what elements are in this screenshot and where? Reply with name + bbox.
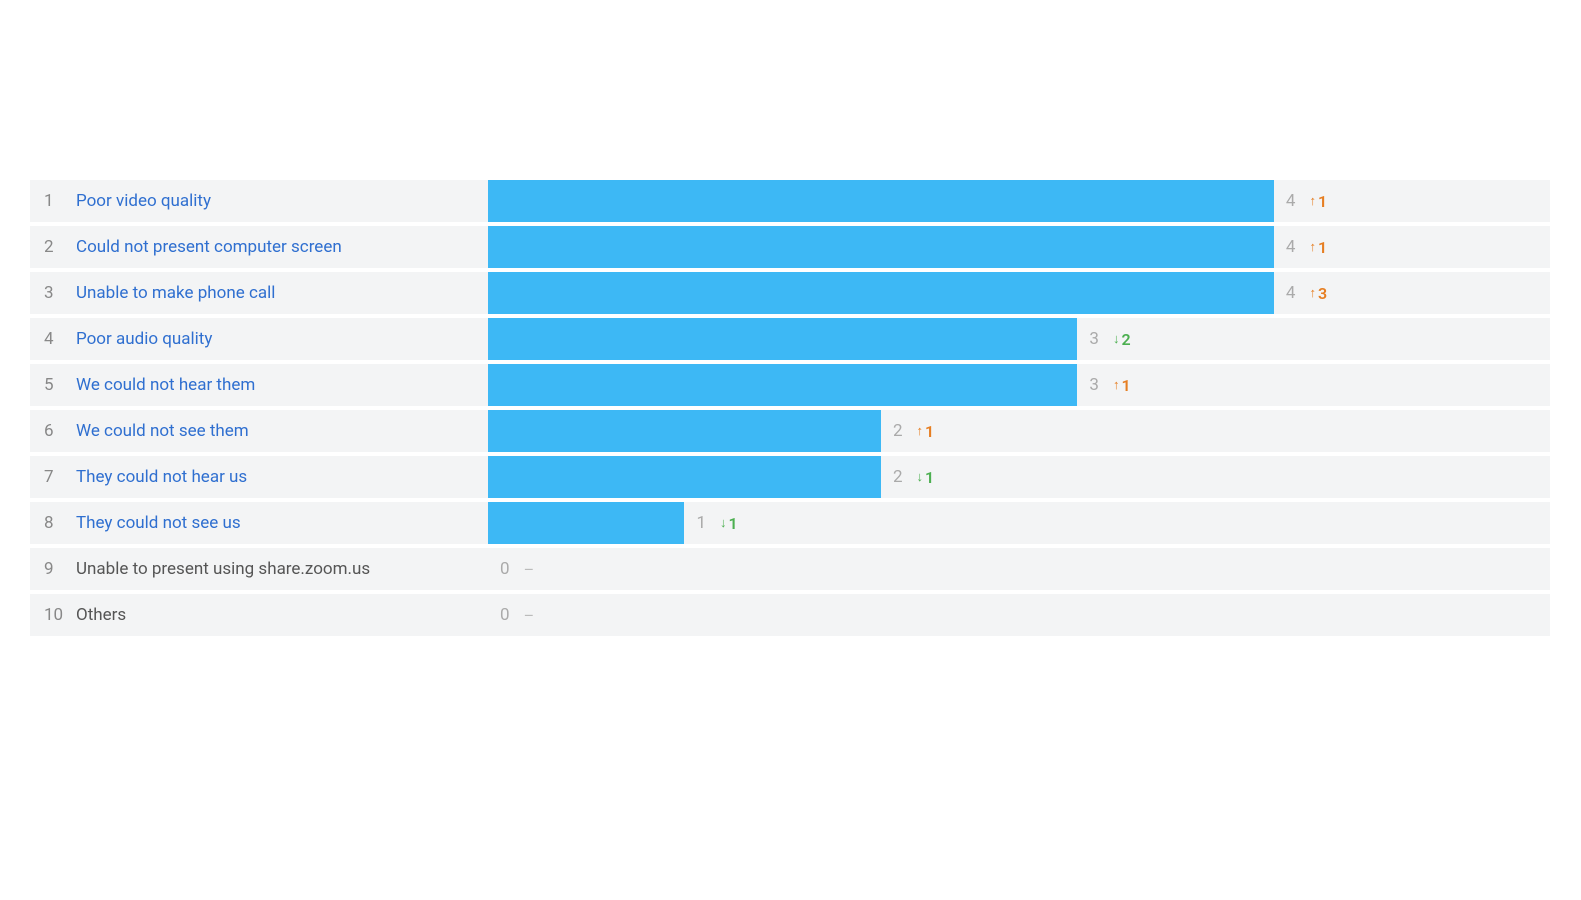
- issue-label-link[interactable]: They could not see us: [68, 513, 488, 533]
- issue-label: Others: [68, 605, 488, 625]
- bar-value: 2: [893, 467, 903, 487]
- trend-down-indicator: ↓1: [917, 468, 935, 487]
- trend-value: 1: [1121, 376, 1130, 395]
- trend-value: 1: [729, 514, 738, 533]
- arrow-up-icon: ↑: [1113, 377, 1120, 393]
- chart-row: 5We could not hear them 3 ↑1: [30, 364, 1550, 406]
- bar-area: 2 ↓1: [488, 456, 1550, 498]
- trend-value: 3: [1318, 284, 1327, 303]
- issue-ranking-chart: 1Poor video quality4↑12Could not present…: [30, 180, 1550, 636]
- bar-fill: [488, 180, 1274, 222]
- chart-row: 7They could not hear us 2 ↓1: [30, 456, 1550, 498]
- issue-label-link[interactable]: Could not present computer screen: [68, 237, 488, 257]
- chart-row: 6We could not see them 2 ↑1: [30, 410, 1550, 452]
- issue-label: Unable to present using share.zoom.us: [68, 559, 488, 579]
- rank-number: 10: [30, 605, 68, 625]
- arrow-up-icon: ↑: [1309, 193, 1316, 209]
- issue-label-link[interactable]: They could not hear us: [68, 467, 488, 487]
- trend-neutral-indicator: –: [524, 606, 535, 625]
- bar-area: 4 ↑1: [488, 226, 1550, 268]
- issue-label-link[interactable]: We could not see them: [68, 421, 488, 441]
- trend-up-indicator: ↑1: [1309, 238, 1327, 257]
- chart-row: 10Others0–: [30, 594, 1550, 636]
- bar-fill: [488, 272, 1274, 314]
- dash-icon: –: [524, 606, 535, 625]
- bar-value: 2: [893, 421, 903, 441]
- arrow-down-icon: ↓: [720, 515, 727, 531]
- rank-number: 2: [30, 237, 68, 257]
- bar-fill: [488, 318, 1077, 360]
- arrow-down-icon: ↓: [1113, 331, 1120, 347]
- rank-number: 7: [30, 467, 68, 487]
- issue-label-link[interactable]: Poor audio quality: [68, 329, 488, 349]
- bar-fill: [488, 226, 1274, 268]
- chart-row: 2Could not present computer screen 4 ↑1: [30, 226, 1550, 268]
- arrow-down-icon: ↓: [917, 469, 924, 485]
- bar-value: 4: [1286, 283, 1296, 303]
- arrow-up-icon: ↑: [1309, 285, 1316, 301]
- trend-down-indicator: ↓2: [1113, 330, 1131, 349]
- rank-number: 5: [30, 375, 68, 395]
- trend-value: 1: [1318, 192, 1327, 211]
- issue-label-link[interactable]: We could not hear them: [68, 375, 488, 395]
- issue-label-link[interactable]: Unable to make phone call: [68, 283, 488, 303]
- trend-up-indicator: ↑3: [1309, 284, 1327, 303]
- bar-area: 4 ↑1: [488, 180, 1550, 222]
- bar-area: 2 ↑1: [488, 410, 1550, 452]
- rank-number: 4: [30, 329, 68, 349]
- chart-row: 4Poor audio quality 3 ↓2: [30, 318, 1550, 360]
- bar-value: 3: [1089, 375, 1099, 395]
- trend-value: 1: [1318, 238, 1327, 257]
- bar-fill: [488, 364, 1077, 406]
- bar-area: 3 ↓2: [488, 318, 1550, 360]
- trend-value: 1: [925, 468, 934, 487]
- bar-value: 1: [696, 513, 706, 533]
- bar-area: 4 ↑3: [488, 272, 1550, 314]
- trend-value: 2: [1121, 330, 1130, 349]
- trend-down-indicator: ↓1: [720, 514, 738, 533]
- bar-value: 3: [1089, 329, 1099, 349]
- bar-fill: [488, 456, 881, 498]
- bar-value: 0: [500, 559, 510, 579]
- chart-row: 1Poor video quality4↑1: [30, 180, 1550, 222]
- rank-number: 9: [30, 559, 68, 579]
- bar-fill: [488, 410, 881, 452]
- rank-number: 6: [30, 421, 68, 441]
- bar-value: 4: [1286, 191, 1296, 211]
- bar-value: 0: [500, 605, 510, 625]
- bar-fill: [488, 502, 684, 544]
- rank-number: 1: [30, 191, 68, 211]
- chart-row: 9Unable to present using share.zoom.us0–: [30, 548, 1550, 590]
- trend-up-indicator: ↑1: [917, 422, 935, 441]
- issue-label-link[interactable]: Poor video quality: [68, 191, 488, 211]
- rank-number: 3: [30, 283, 68, 303]
- trend-value: 1: [925, 422, 934, 441]
- bar-area: 1↓1: [488, 502, 1550, 544]
- arrow-up-icon: ↑: [1309, 239, 1316, 255]
- trend-up-indicator: ↑1: [1309, 192, 1327, 211]
- bar-area: 0–: [488, 594, 1550, 636]
- trend-up-indicator: ↑1: [1113, 376, 1131, 395]
- chart-row: 8They could not see us1↓1: [30, 502, 1550, 544]
- trend-neutral-indicator: –: [524, 560, 535, 579]
- bar-area: 3 ↑1: [488, 364, 1550, 406]
- arrow-up-icon: ↑: [917, 423, 924, 439]
- rank-number: 8: [30, 513, 68, 533]
- dash-icon: –: [524, 560, 535, 579]
- chart-row: 3Unable to make phone call4↑3: [30, 272, 1550, 314]
- bar-area: 0–: [488, 548, 1550, 590]
- bar-value: 4: [1286, 237, 1296, 257]
